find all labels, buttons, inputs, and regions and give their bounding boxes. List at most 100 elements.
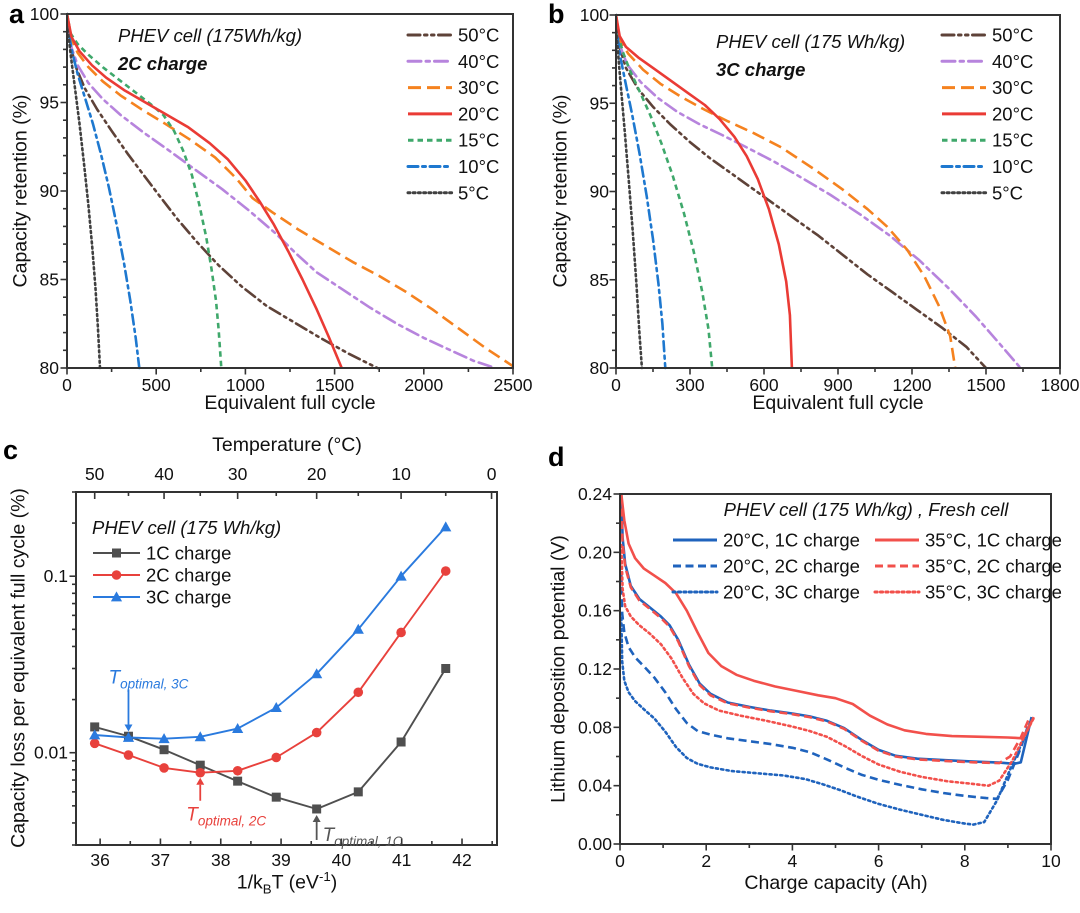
tick-label: 2 xyxy=(701,851,711,871)
panel-a-chart: 0 500 1000 1500 2000 2500 80 85 90 95 100 50°C 40°C 3… xyxy=(30,4,533,395)
marker-triangle xyxy=(311,668,323,679)
panel-letter-d: d xyxy=(548,442,565,472)
tick-label: 0 xyxy=(615,851,625,871)
marker-square xyxy=(312,804,322,814)
tick-label: 0.24 xyxy=(578,484,612,504)
tick-label: 80 xyxy=(40,358,60,378)
series-line-35-C-2C-charge xyxy=(620,508,1031,765)
plot-frame xyxy=(66,13,514,369)
tick-label: 100 xyxy=(580,5,609,25)
tick-label: 0.20 xyxy=(578,542,612,562)
legend-label: 1C charge xyxy=(146,543,231,564)
panel-d-chart: 0 2 4 6 8 10 0.00 0.04 0.08 0.12 0.16 0.20 0.24 20°C,… xyxy=(578,484,1062,871)
panel-c-series xyxy=(89,521,452,814)
marker-circle xyxy=(123,750,134,760)
legend-label: 35°C, 3C charge xyxy=(925,582,1062,603)
marker-square xyxy=(195,760,205,770)
legend-label: 50°C xyxy=(458,25,499,46)
series-line-2C-charge xyxy=(94,570,447,774)
legend-label: 30°C xyxy=(992,77,1033,98)
tick-label: 37 xyxy=(151,850,170,870)
tick-label: 0.04 xyxy=(578,776,612,796)
tick-label: 0 xyxy=(611,375,621,395)
marker-triangle xyxy=(440,521,452,532)
tick-label: 36 xyxy=(90,850,109,870)
svg-text:Toptimal, 2C: Toptimal, 2C xyxy=(186,805,266,829)
tick-label: 1500 xyxy=(315,375,354,395)
panel-c-yaxis-title: Capacity loss per equivalent full cycle … xyxy=(7,488,30,848)
annotation-optimal-2C: Toptimal, 2C xyxy=(186,777,266,829)
marker-square xyxy=(90,722,100,732)
series-line-30-C xyxy=(67,13,513,368)
tick-label: 0 xyxy=(62,375,72,395)
panel-a-title-block: PHEV cell (175Wh/kg) 2C charge xyxy=(118,22,302,78)
legend-label: 3C charge xyxy=(146,587,231,608)
marker-circle xyxy=(311,727,322,738)
marker-triangle xyxy=(395,570,407,581)
marker-triangle xyxy=(352,623,364,634)
marker-circle xyxy=(89,738,100,749)
series-line-35-C-3C-charge xyxy=(620,543,1036,787)
legend-label: 20°C, 1C charge xyxy=(723,530,860,551)
panel-b-title: PHEV cell (175 Wh/kg) xyxy=(716,31,906,52)
plot-frame xyxy=(615,14,1061,369)
series-line-20-C xyxy=(616,14,794,369)
legend-label: 35°C, 1C charge xyxy=(925,530,1062,551)
panel-b-chart: 0 300 600 900 1200 1500 1800 80 85 90 95 100 50°C 40°… xyxy=(580,5,1080,395)
panel-c-axes: 36 37 38 39 40 41 42 0.01 0.1 50 40 30 20 10 0 xyxy=(34,464,497,870)
marker-triangle xyxy=(158,733,170,744)
marker-circle xyxy=(159,763,169,773)
tick-label: 8 xyxy=(960,851,970,871)
tick-label: 6 xyxy=(874,851,884,871)
marker-circle xyxy=(232,765,243,776)
panel-d-yaxis-title: Lithium deposition potential (V) xyxy=(547,535,570,803)
panel-letter-c: c xyxy=(3,435,19,465)
tick-label: 95 xyxy=(40,93,59,113)
series-line-35-C-1C-charge xyxy=(620,493,1035,740)
tick-label: 41 xyxy=(392,850,411,870)
tick-label: 500 xyxy=(142,375,171,395)
plot-frame xyxy=(619,493,1052,845)
panel-b-legend: 50°C 40°C 30°C 20°C 15°C 10°C 5°C xyxy=(940,25,1033,203)
panel-b-title-block: PHEV cell (175 Wh/kg) 3C charge xyxy=(716,28,905,84)
panel-b-axes: 0 300 600 900 1200 1500 1800 80 85 90 95 100 xyxy=(580,5,1080,395)
tick-label: 1500 xyxy=(967,375,1006,395)
svg-text:Toptimal, 1C: Toptimal, 1C xyxy=(323,825,403,849)
panel-c-chart: 36 37 38 39 40 41 42 0.01 0.1 50 40 30 20 10 0 1C charg… xyxy=(34,464,498,870)
panel-d-legend: 20°C, 1C charge 20°C, 2C charge 20°C, 3C c… xyxy=(671,530,1062,603)
marker-square xyxy=(233,776,243,786)
tick-label: 40 xyxy=(332,850,352,870)
legend-label: 20°C xyxy=(458,103,499,124)
panel-a-legend: 50°C 40°C 30°C 20°C 15°C 10°C 5°C xyxy=(406,25,499,203)
tick-label: 95 xyxy=(590,93,609,113)
marker-triangle xyxy=(232,722,244,733)
tick-label: 85 xyxy=(40,270,59,290)
tick-label: 100 xyxy=(30,4,59,24)
marker-triangle xyxy=(110,591,123,602)
marker-square xyxy=(112,548,121,558)
tick-label: 2500 xyxy=(494,375,533,395)
tick-label: 1000 xyxy=(226,375,265,395)
marker-triangle xyxy=(89,729,101,740)
tick-label: 0.1 xyxy=(44,566,68,586)
legend-label: 5°C xyxy=(992,182,1023,203)
tick-label: 40 xyxy=(154,464,174,484)
legend-label: 10°C xyxy=(458,156,499,177)
marker-circle xyxy=(396,627,406,638)
panel-d-axes: 0 2 4 6 8 10 0.00 0.04 0.08 0.12 0.16 0.20 0.24 xyxy=(578,484,1061,871)
tick-label: 600 xyxy=(749,375,778,395)
series-line-20-C xyxy=(67,13,343,369)
panel-c-title: PHEV cell (175 Wh/kg) xyxy=(92,517,282,538)
panel-a-subtitle: 2C charge xyxy=(118,53,208,74)
series-line-5-C xyxy=(616,13,644,370)
tick-label: 20 xyxy=(307,464,327,484)
tick-label: 90 xyxy=(590,182,610,202)
tick-label: 0.00 xyxy=(578,834,612,854)
svg-text:Toptimal, 3C: Toptimal, 3C xyxy=(108,667,188,691)
tick-label: 300 xyxy=(675,375,704,395)
panel-b-series xyxy=(616,13,1022,370)
tick-label: 4 xyxy=(788,851,798,871)
series-line-40-C xyxy=(67,12,497,370)
legend-label: 20°C, 2C charge xyxy=(723,556,860,577)
